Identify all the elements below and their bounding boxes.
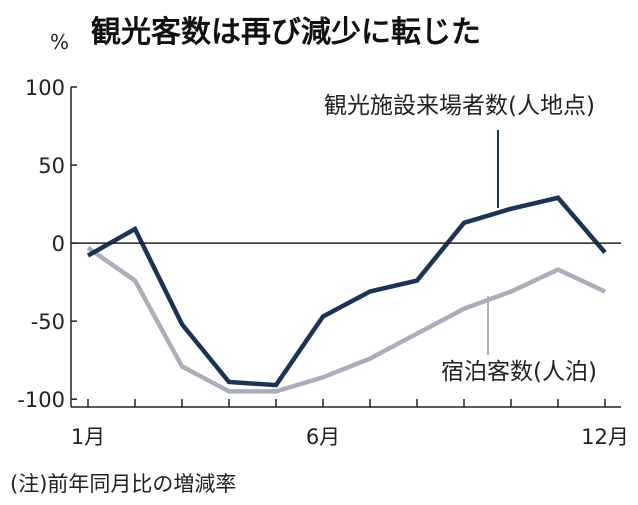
series-label-facility-visitors: 観光施設来場者数(人地点) xyxy=(324,93,595,119)
chart-title: 観光客数は再び減少に転じた xyxy=(91,15,481,50)
y-axis-unit: % xyxy=(50,30,69,54)
series-line-overnight-guests xyxy=(86,245,606,394)
chart-note: (注)前年同月比の増減率 xyxy=(10,472,236,496)
y-tick-label: 100 xyxy=(25,76,65,100)
x-tick-label: 12月 xyxy=(581,425,629,449)
x-tick-label: 6月 xyxy=(306,425,340,449)
y-tick-label: 50 xyxy=(38,154,65,178)
y-tick-label: -100 xyxy=(17,388,65,412)
series-label-overnight-guests: 宿泊客数(人泊) xyxy=(441,359,597,385)
series-line-facility-visitors xyxy=(86,195,607,388)
y-tick-label: 0 xyxy=(52,232,65,256)
x-tick-label: 1月 xyxy=(71,425,105,449)
y-tick-label: -50 xyxy=(31,310,65,334)
